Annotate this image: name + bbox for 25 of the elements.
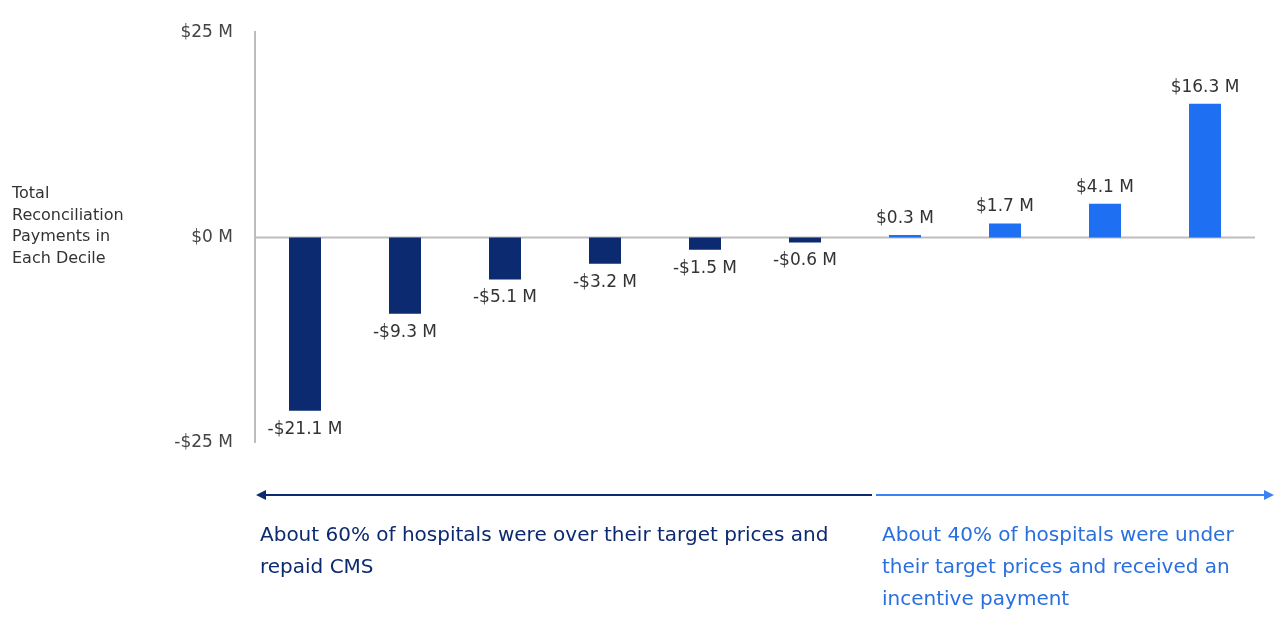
bar — [389, 237, 421, 314]
data-label: -$1.5 M — [672, 256, 738, 277]
text: About 40% of hospitals were under their target prices and received an incentive payment — [882, 521, 1235, 612]
y-tick-label: $25 M — [180, 20, 233, 41]
bar — [1089, 203, 1121, 238]
data-label: -$3.2 M — [572, 270, 638, 291]
data-label: -$21.1 M — [267, 417, 343, 438]
bar — [489, 237, 521, 280]
bar — [289, 237, 321, 411]
bar — [589, 237, 621, 264]
y-tick-label: -$25 M — [174, 431, 233, 452]
y-axis-title: Total Reconciliation Payments in Each Decile — [12, 182, 125, 269]
data-label: $16.3 M — [1170, 75, 1240, 96]
bar — [889, 235, 921, 238]
bar — [689, 237, 721, 250]
data-label: -$9.3 M — [372, 320, 438, 341]
bar — [1189, 103, 1221, 238]
text: About 60% of hospitals were over their target prices and repaid CMS — [260, 521, 830, 580]
data-label: -$0.6 M — [772, 249, 838, 270]
bar — [989, 223, 1021, 238]
data-label: -$5.1 M — [472, 286, 538, 307]
y-tick-label: $0 M — [191, 225, 233, 246]
data-label: $4.1 M — [1076, 175, 1134, 196]
data-label: $0.3 M — [876, 206, 934, 227]
data-label: $1.7 M — [976, 195, 1034, 216]
